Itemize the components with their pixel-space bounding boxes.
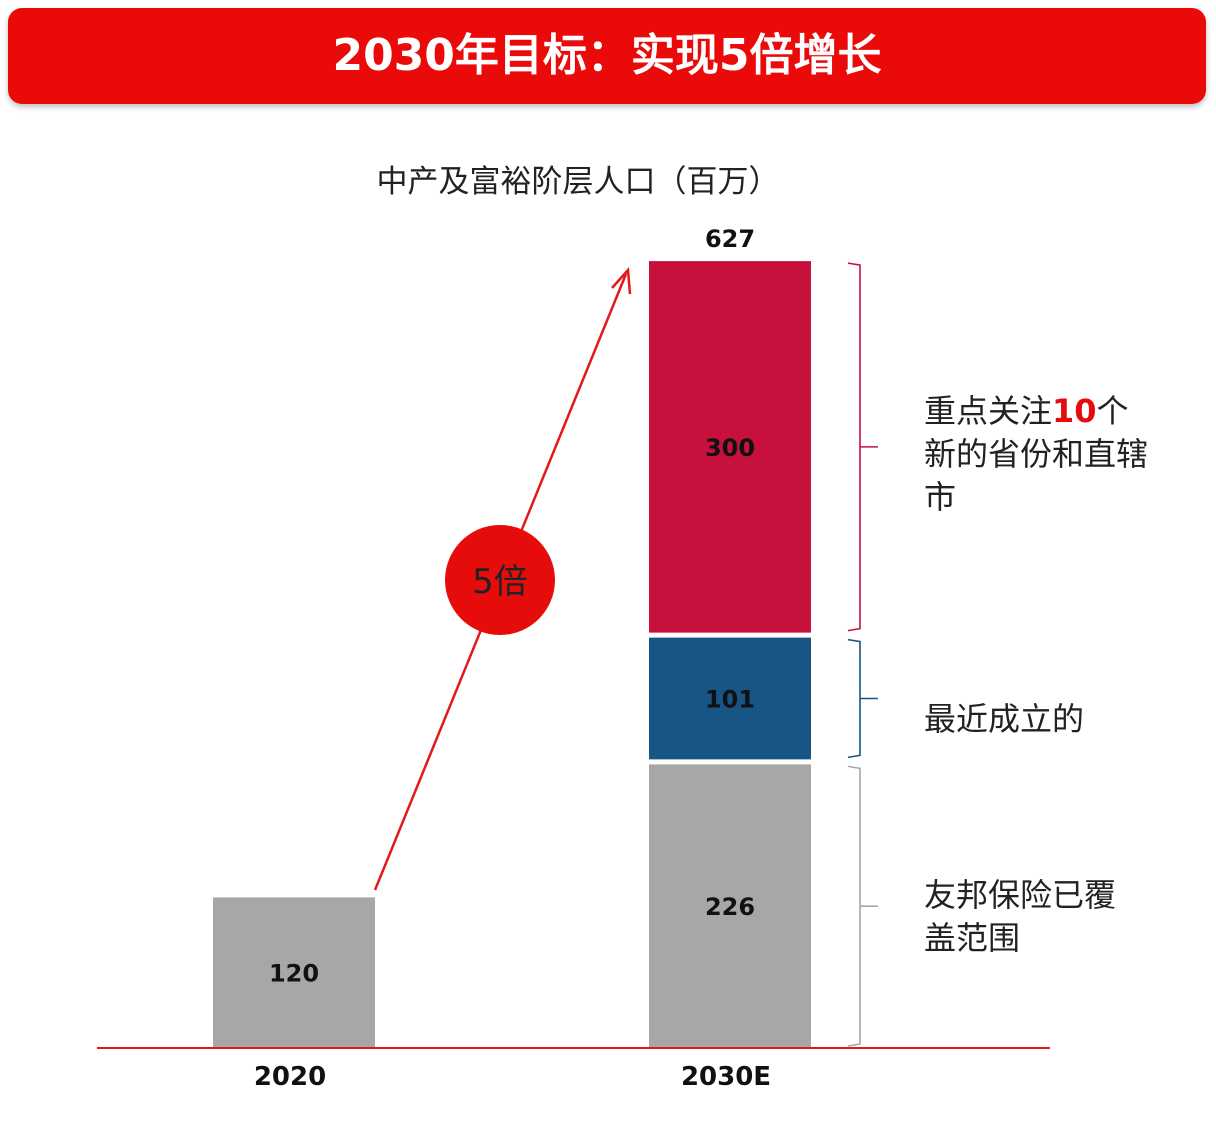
x-tick-label: 2020 — [254, 1062, 326, 1092]
data-label: 226 — [705, 893, 755, 921]
total-label: 627 — [705, 225, 755, 253]
annotation-blue: 最近成立的 — [924, 700, 1085, 738]
x-tick-label: 2030E — [681, 1062, 771, 1092]
bracket — [847, 638, 878, 759]
growth-label: 5倍 — [472, 562, 528, 602]
annotation-text: 重点关注 — [924, 392, 1053, 430]
data-label: 300 — [705, 434, 755, 462]
bar-segment-2030E-101 — [649, 637, 811, 760]
bar-segment-2020-120 — [213, 897, 375, 1048]
annotation-text: 个新的省份和直辖市 — [924, 392, 1149, 516]
data-label: 101 — [705, 685, 755, 713]
bracket — [847, 765, 878, 1047]
bar-segment-2030E-226 — [649, 764, 811, 1048]
chart-title: 中产及富裕阶层人口（百万） — [377, 164, 780, 200]
title-banner: 2030年目标：实现5倍增长 — [8, 8, 1206, 104]
bracket — [847, 262, 878, 632]
annotation-gray: 友邦保险已覆盖范围 — [924, 876, 1117, 957]
growth-circle — [445, 525, 555, 635]
annotation-red: 重点关注10个新的省份和直辖市 — [924, 390, 1154, 519]
data-label: 120 — [269, 960, 319, 988]
arrow-head-icon — [611, 266, 632, 295]
bar-segment-2030E-300 — [649, 261, 811, 633]
annotation-highlight: 10 — [1052, 392, 1097, 430]
